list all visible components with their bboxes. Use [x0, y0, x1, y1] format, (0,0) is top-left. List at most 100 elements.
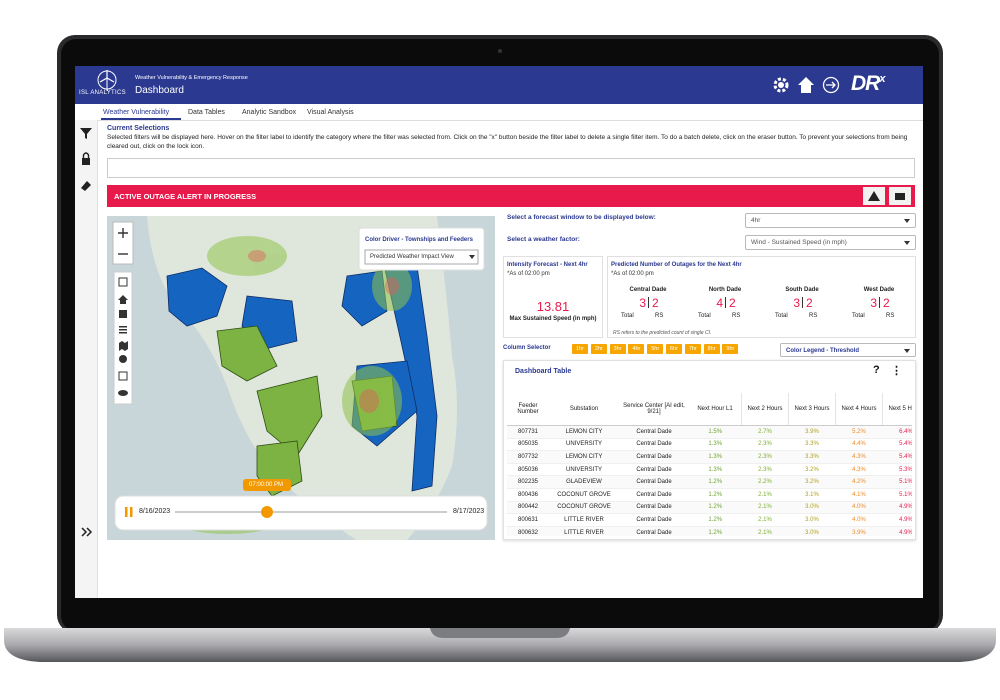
intensity-title: Intensity Forecast - Next 4hr	[507, 262, 588, 268]
table-row[interactable]: 800436 COCONUT GROVE Central Dade 1.2% 2.1% 3…	[507, 488, 912, 502]
legend-dropdown[interactable]: Color Legend - Threshold	[780, 343, 916, 357]
nav-tab[interactable]: Analytic Sandbox	[242, 109, 297, 116]
eraser-icon[interactable]	[81, 181, 91, 191]
table-cell: Central Dade	[619, 501, 689, 515]
table-row[interactable]: 800631 LITTLE RIVER Central Dade 1.2% 2.1% 3.…	[507, 513, 912, 527]
table-cell: 3.9%	[835, 526, 883, 536]
nav-tab[interactable]: Weather Vulnerability	[103, 109, 170, 116]
dropdown-caret	[469, 255, 475, 259]
table-cell: GLADEVIEW	[549, 475, 619, 489]
nav-tab[interactable]: Visual Analysis	[307, 109, 354, 116]
column-header[interactable]: Next 4 Hours	[835, 393, 883, 426]
table-cell: 5.4%	[882, 438, 912, 452]
table-cell: Central Dade	[619, 488, 689, 502]
end-date: 8/17/2023	[453, 508, 485, 515]
column-header[interactable]: Substation	[549, 393, 619, 426]
column-chip[interactable]: 6hr	[666, 344, 682, 354]
column-header-text: Next 2 Hours	[747, 406, 783, 412]
color-driver-label: Color Driver - Townships and Feeders	[365, 237, 473, 243]
table-cell: 800631	[507, 513, 549, 527]
table-row[interactable]: 802235 GLADEVIEW Central Dade 1.2% 2.2% 3.2% 4…	[507, 475, 912, 489]
column-header-text: Next 4 Hours	[841, 406, 877, 412]
view-option: Predicted Weather Impact View	[370, 254, 454, 260]
weather-dropdown[interactable]: Wind - Sustained Speed (in mph)	[745, 235, 916, 250]
column-chip[interactable]: 9hr	[722, 344, 739, 354]
table-row[interactable]: 807732 LEMON CITY Central Dade 1.3% 2.3% 3.3%…	[507, 450, 912, 464]
camera	[498, 49, 502, 53]
column-chip[interactable]: 8hr	[703, 344, 720, 354]
table-cell: 3.0%	[788, 526, 836, 536]
table-row[interactable]: 807731 LEMON CITY Central Dade 1.5% 2.7% 3.9%…	[507, 425, 912, 439]
map[interactable]	[107, 216, 495, 540]
column-header-text: Next 3 Hours	[794, 406, 830, 412]
table-cell: 6.4%	[882, 425, 912, 439]
table-cell: 5.1%	[882, 488, 912, 502]
intensity-as-of: *As of 02:00 pm	[507, 271, 550, 277]
region-sep	[648, 297, 649, 308]
table-cell: 3.2%	[788, 475, 836, 489]
region-total: 3	[639, 296, 646, 310]
logout-icon[interactable]	[822, 76, 840, 94]
column-chip[interactable]: 1hr	[572, 344, 588, 354]
column-header-text: Next 5 Hours	[888, 406, 912, 412]
menu-icon[interactable]: ⋮	[891, 365, 902, 377]
total-label: Total	[621, 313, 634, 319]
column-header[interactable]: Next 5 Hours	[882, 393, 912, 426]
selections-box[interactable]	[107, 158, 915, 178]
pause-bar[interactable]	[130, 507, 133, 517]
timeline-panel	[114, 495, 488, 531]
email-button[interactable]	[889, 187, 911, 205]
table-row[interactable]: 805036 UNIVERSITY Central Dade 1.3% 2.3% 3.2%…	[507, 463, 912, 477]
table-cell: 3.0%	[788, 501, 836, 515]
total-label: Total	[852, 313, 865, 319]
forecast-dropdown[interactable]: 4hr	[745, 213, 916, 228]
table-row[interactable]: 800442 COCONUT GROVE Central Dade 1.2% 2.1% 3…	[507, 501, 912, 515]
table-cell: LEMON CITY	[549, 450, 619, 464]
home-icon[interactable]	[798, 77, 814, 93]
column-header[interactable]: Next 3 Hours	[788, 393, 836, 426]
help-icon[interactable]: ?	[873, 364, 880, 376]
table-cell: 5.1%	[882, 475, 912, 489]
region-sep	[802, 297, 803, 308]
column-chip[interactable]: 7hr	[684, 344, 701, 354]
table-cell: 1.2%	[689, 513, 742, 527]
nav-tab[interactable]: Data Tables	[188, 109, 225, 116]
column-header[interactable]: Next Hour L1	[689, 393, 742, 426]
table-cell: 4.9%	[882, 526, 912, 536]
lock-icon[interactable]	[82, 152, 90, 165]
laptop-base	[4, 628, 996, 662]
header-icons	[773, 76, 840, 94]
time-label: 07:00:00 PM	[249, 482, 284, 488]
table-cell: 4.4%	[835, 438, 883, 452]
filter-icon[interactable]	[80, 128, 92, 139]
region-rs: 2	[883, 296, 890, 310]
table-title: Dashboard Table	[515, 368, 572, 375]
table-cell: 2.7%	[741, 425, 789, 439]
settings-icon[interactable]	[773, 77, 789, 93]
region-name: North Dade	[708, 287, 742, 293]
view-dropdown[interactable]	[364, 249, 479, 265]
column-chip[interactable]: 5hr	[647, 344, 664, 354]
table-cell: LEMON CITY	[549, 425, 619, 439]
column-header-text: Feeder Number	[517, 403, 539, 415]
column-header[interactable]: Service Center [AI edit, 9/21]	[619, 393, 689, 426]
active-tab-underline	[101, 118, 181, 120]
region-sep	[879, 297, 880, 308]
expand-icon[interactable]	[81, 527, 93, 537]
table-row[interactable]: 805035 UNIVERSITY Central Dade 1.3% 2.3% 3.3%…	[507, 438, 912, 452]
column-header[interactable]: Feeder Number	[507, 393, 549, 426]
pause-bar[interactable]	[125, 507, 128, 517]
column-chip[interactable]: 4hr	[628, 344, 645, 354]
column-header[interactable]: Next 2 Hours	[741, 393, 789, 426]
table-row[interactable]: 800632 LITTLE RIVER Central Dade 1.2% 2.1% 3.…	[507, 526, 912, 536]
table-cell: 2.1%	[741, 501, 789, 515]
alert-icon-button[interactable]	[863, 187, 885, 205]
region-name: Central Dade	[629, 287, 667, 293]
timeline-handle[interactable]	[261, 506, 273, 518]
zoom-in[interactable]	[118, 228, 128, 238]
table-cell: 2.1%	[741, 526, 789, 536]
outages-as-of: *As of 02:00 pm	[611, 271, 654, 277]
column-chip[interactable]: 2hr	[590, 344, 607, 354]
table-cell: 2.3%	[741, 450, 789, 464]
column-chip[interactable]: 3hr	[609, 344, 626, 354]
